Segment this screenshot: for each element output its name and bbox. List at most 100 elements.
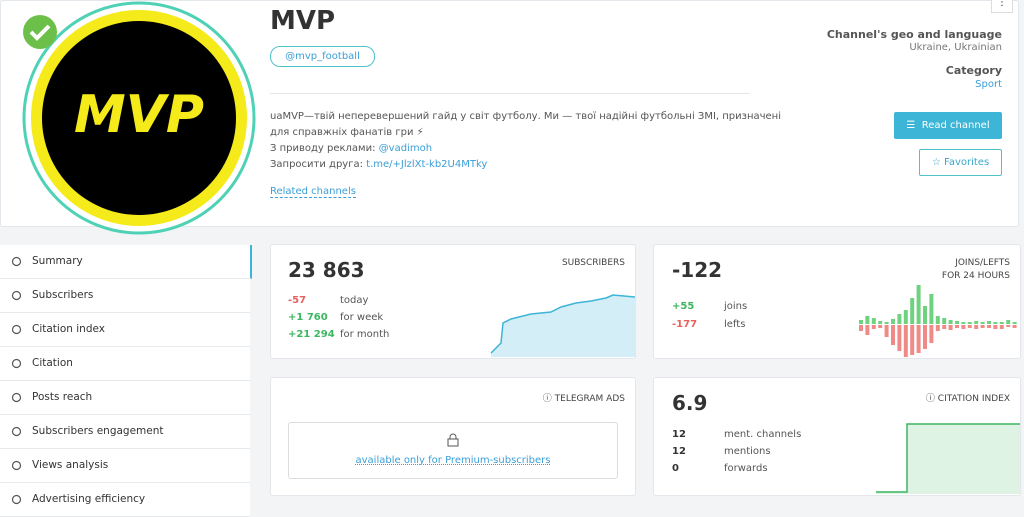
- stat-label: today: [340, 295, 369, 306]
- sidebar-label: Citation index: [32, 323, 105, 335]
- description: uaMVP—твій неперевершений гайд у світ фу…: [270, 111, 782, 122]
- invite-prefix: Запросити друга:: [270, 159, 367, 170]
- sidebar-label: Views analysis: [32, 459, 109, 471]
- ads-card: ⓘ TELEGRAM ADS available only for Premiu…: [270, 377, 636, 496]
- stat-value: 0: [672, 463, 679, 474]
- bar: [955, 321, 959, 324]
- bar: [859, 320, 863, 324]
- subscribers-value: 23 863: [288, 258, 365, 282]
- bar: [897, 325, 902, 351]
- bar: [910, 298, 915, 324]
- premium-link[interactable]: available only for Premium-subscribers: [355, 455, 551, 466]
- bar: [935, 316, 940, 324]
- bar: [993, 322, 998, 324]
- citation-value: 6.9: [672, 391, 708, 415]
- ads-link[interactable]: @vadimoh: [378, 143, 433, 154]
- citation-label: CITATION INDEX: [937, 394, 1010, 404]
- bar: [987, 325, 991, 328]
- favorites-text: Favorites: [943, 157, 990, 168]
- bar: [897, 314, 902, 324]
- item-icon: [11, 426, 22, 437]
- bar: [1006, 320, 1011, 324]
- bar: [948, 325, 953, 330]
- sidebar-label: Summary: [32, 255, 83, 267]
- avatar: MVP: [22, 1, 256, 235]
- stat-label: lefts: [724, 319, 746, 330]
- sidebar-label: Subscribers engagement: [32, 425, 164, 437]
- ads-prefix: З приводу реклами:: [270, 143, 379, 154]
- category[interactable]: Sport: [975, 79, 1002, 90]
- bar: [967, 322, 972, 324]
- bar: [891, 325, 895, 345]
- menu-button[interactable]: ⋮: [991, 0, 1013, 13]
- stat-label: forwards: [724, 463, 768, 474]
- bar: [980, 325, 985, 328]
- bar: [878, 325, 883, 328]
- handle[interactable]: @mvp_football: [270, 46, 375, 67]
- bar: [884, 322, 889, 324]
- bar: [923, 306, 927, 324]
- related-link[interactable]: Related channels: [270, 186, 356, 198]
- sidebar-item[interactable]: Subscribers: [0, 279, 250, 313]
- premium-box: available only for Premium-subscribers: [288, 422, 618, 479]
- bar: [999, 322, 1004, 324]
- item-icon: [11, 324, 22, 335]
- bar: [987, 321, 991, 324]
- stat-value: 12: [672, 446, 686, 457]
- geo-label: Channel's geo and language: [826, 28, 1002, 41]
- sidebar-item[interactable]: Views analysis: [0, 449, 250, 483]
- stat-label: for week: [340, 312, 384, 323]
- sidebar-label: Subscribers: [32, 289, 94, 301]
- sidebar-item[interactable]: Posts reach: [0, 381, 250, 415]
- bar: [891, 319, 895, 324]
- subscribers-sparkline: [490, 294, 635, 357]
- subscribers-card: 23 863 SUBSCRIBERS -57 today +1 760 for wee…: [270, 244, 636, 359]
- bar: [923, 325, 927, 349]
- bar: [929, 325, 934, 343]
- stat-label: ment. channels: [724, 429, 802, 440]
- item-icon: [11, 290, 22, 301]
- bar: [961, 325, 966, 329]
- read-text: Read channel: [921, 120, 990, 131]
- card-label: ⓘ CITATION INDEX: [925, 394, 1010, 404]
- stat-value: +21 294: [288, 329, 335, 340]
- stat-label: mentions: [724, 446, 771, 457]
- bar: [910, 325, 915, 355]
- favorites-button[interactable]: ☆ Favorites: [919, 149, 1002, 176]
- bar: [993, 325, 998, 329]
- sidebar-item[interactable]: Summary: [0, 245, 252, 279]
- bar: [955, 325, 959, 328]
- bar: [871, 318, 876, 324]
- bar: [859, 325, 863, 331]
- bar: [980, 322, 985, 324]
- card-label: JOINS/LEFTS: [955, 258, 1010, 268]
- bar: [929, 294, 934, 324]
- sidebar-item[interactable]: Citation index: [0, 313, 250, 347]
- ads-label: TELEGRAM ADS: [554, 394, 625, 404]
- card-label: FOR 24 HOURS: [941, 271, 1010, 281]
- citation-card: 6.9 ⓘ CITATION INDEX 12 ment. channels 12 m…: [653, 377, 1021, 496]
- svg-text:MVP: MVP: [74, 85, 204, 145]
- sidebar-item[interactable]: Citation: [0, 347, 250, 381]
- item-icon: [11, 358, 22, 369]
- invite-link[interactable]: t.me/+JlzlXt-kb2U4MTky: [366, 159, 488, 170]
- item-icon: [11, 392, 22, 403]
- bar: [1012, 325, 1017, 328]
- joins-card: -122 JOINS/LEFTS FOR 24 HOURS +55 joins -1…: [653, 244, 1021, 359]
- divider: [270, 93, 750, 94]
- category-label: Category: [945, 64, 1002, 77]
- bar: [865, 316, 870, 324]
- sidebar-label: Advertising efficiency: [32, 493, 146, 505]
- sidebar-label: Posts reach: [32, 391, 93, 403]
- bar: [871, 325, 876, 329]
- bar: [878, 321, 883, 324]
- sidebar-item[interactable]: Subscribers engagement: [0, 415, 250, 449]
- read-button[interactable]: ☰ Read channel: [894, 112, 1002, 139]
- joins-value: -122: [672, 258, 723, 282]
- stat-value: 12: [672, 429, 686, 440]
- description: для справжніх фанатів гри ⚡: [270, 127, 424, 138]
- bar: [1012, 322, 1017, 324]
- sidebar-item[interactable]: Advertising efficiency: [0, 483, 250, 517]
- bar: [916, 285, 921, 324]
